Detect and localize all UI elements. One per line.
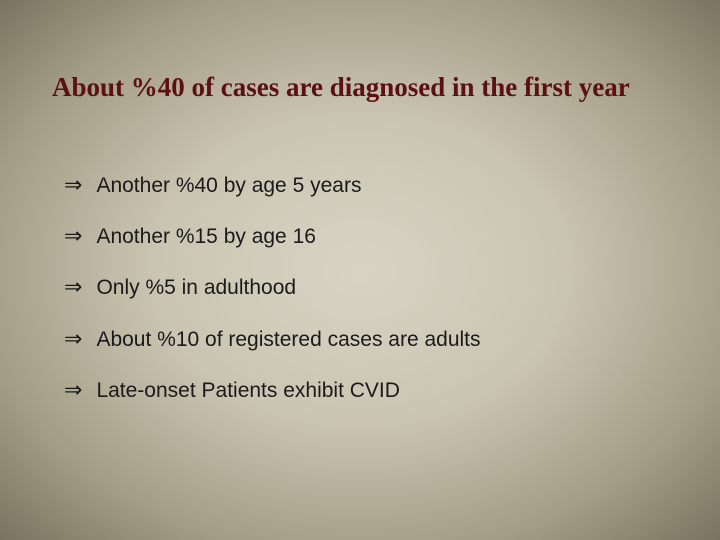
list-item: ⇒ Another %40 by age 5 years (64, 173, 668, 198)
slide: About %40 of cases are diagnosed in the … (0, 0, 720, 540)
arrow-icon: ⇒ (64, 276, 82, 298)
list-item: ⇒ About %10 of registered cases are adul… (64, 327, 668, 352)
bullet-list: ⇒ Another %40 by age 5 years ⇒ Another %… (52, 173, 668, 403)
list-item: ⇒ Late-onset Patients exhibit CVID (64, 378, 668, 403)
arrow-icon: ⇒ (64, 328, 82, 350)
list-item: ⇒ Another %15 by age 16 (64, 224, 668, 249)
list-item: ⇒ Only %5 in adulthood (64, 275, 668, 300)
slide-title: About %40 of cases are diagnosed in the … (52, 72, 668, 103)
arrow-icon: ⇒ (64, 174, 82, 196)
arrow-icon: ⇒ (64, 379, 82, 401)
list-item-text: About %10 of registered cases are adults (96, 327, 480, 352)
list-item-text: Another %15 by age 16 (96, 224, 316, 249)
list-item-text: Only %5 in adulthood (96, 275, 296, 300)
list-item-text: Late-onset Patients exhibit CVID (96, 378, 400, 403)
list-item-text: Another %40 by age 5 years (96, 173, 361, 198)
arrow-icon: ⇒ (64, 225, 82, 247)
